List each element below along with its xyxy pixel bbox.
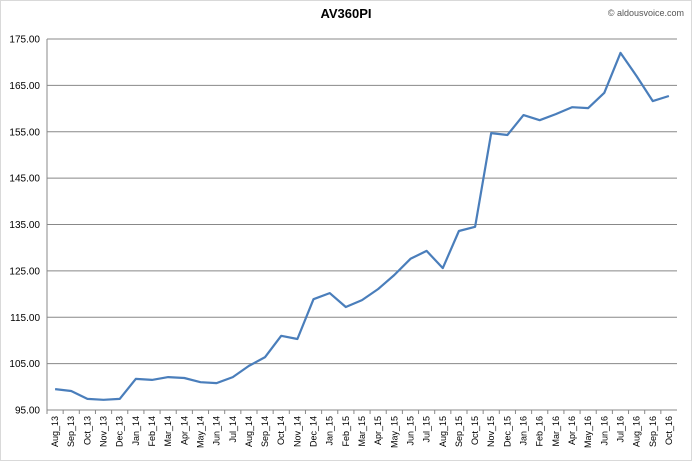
y-tick-label: 105.00 xyxy=(9,359,40,370)
x-tick-label: Apr_16 xyxy=(567,416,577,445)
x-tick-label: Oct_13 xyxy=(82,416,92,445)
x-tick-label: Feb_14 xyxy=(147,416,157,447)
x-tick-label: Feb_15 xyxy=(341,416,351,447)
x-tick-label: Feb_16 xyxy=(535,416,545,447)
x-tick-label: Mar_16 xyxy=(551,416,561,447)
source-note: © aldousvoice.com xyxy=(608,8,684,18)
x-tick-label: May_16 xyxy=(583,416,593,448)
x-tick-label: Jan_16 xyxy=(519,416,529,446)
x-tick-label: Dec_14 xyxy=(309,416,319,447)
y-tick-label: 165.00 xyxy=(9,81,40,92)
x-tick-label: Oct_14 xyxy=(276,416,286,445)
x-tick-label: Jul_16 xyxy=(615,416,625,443)
x-tick-label: Nov_15 xyxy=(486,416,496,447)
x-tick-label: Dec_15 xyxy=(502,416,512,447)
x-tick-label: Sep_14 xyxy=(260,416,270,447)
x-tick-label: May_14 xyxy=(195,416,205,448)
y-tick-label: 125.00 xyxy=(9,266,40,277)
x-tick-label: Jan_14 xyxy=(131,416,141,446)
y-tick-label: 95.00 xyxy=(15,406,40,417)
x-tick-label: Jun_16 xyxy=(599,416,609,446)
x-tick-label: Sep_16 xyxy=(648,416,658,447)
x-tick-label: Jul_14 xyxy=(228,416,238,443)
x-tick-label: Aug_13 xyxy=(50,416,60,447)
x-tick-label: Jun_15 xyxy=(405,416,415,446)
x-tick-label: Jan_15 xyxy=(325,416,335,446)
x-tick-label: Jun_14 xyxy=(212,416,222,446)
x-tick-label: Dec_13 xyxy=(115,416,125,447)
chart-title: AV360PI xyxy=(320,6,371,21)
x-tick-label: Mar_15 xyxy=(357,416,367,447)
y-tick-label: 145.00 xyxy=(9,174,40,185)
x-tick-label: Nov_13 xyxy=(99,416,109,447)
x-tick-label: Apr_14 xyxy=(179,416,189,445)
x-tick-label: Sep_15 xyxy=(454,416,464,447)
x-tick-label: Nov_14 xyxy=(292,416,302,447)
x-tick-label: May_15 xyxy=(389,416,399,448)
x-tick-label: Aug_14 xyxy=(244,416,254,447)
x-tick-label: Apr_15 xyxy=(373,416,383,445)
y-tick-label: 115.00 xyxy=(10,313,40,324)
x-tick-label: Oct_15 xyxy=(470,416,480,445)
x-tick-label: Aug_16 xyxy=(632,416,642,447)
x-tick-label: Oct_16 xyxy=(664,416,674,445)
line-series xyxy=(54,51,670,401)
y-tick-label: 135.00 xyxy=(9,220,40,231)
x-tick-label: Sep_13 xyxy=(66,416,76,447)
x-tick-label: Jul_15 xyxy=(422,416,432,443)
y-tick-label: 155.00 xyxy=(9,127,40,138)
y-tick-label: 175.00 xyxy=(9,35,40,46)
x-tick-label: Aug_15 xyxy=(438,416,448,447)
x-tick-label: Mar_14 xyxy=(163,416,173,447)
